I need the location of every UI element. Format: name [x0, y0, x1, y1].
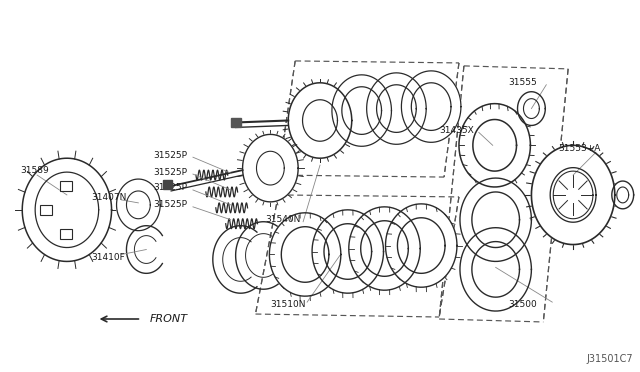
Polygon shape	[518, 92, 545, 125]
FancyBboxPatch shape	[60, 181, 72, 191]
Polygon shape	[531, 145, 615, 244]
Polygon shape	[116, 179, 160, 231]
Bar	[40, 205, 52, 215]
Bar	[230, 118, 241, 128]
Polygon shape	[312, 210, 383, 293]
Polygon shape	[367, 73, 426, 144]
Polygon shape	[460, 178, 531, 262]
Polygon shape	[342, 87, 381, 134]
Polygon shape	[22, 158, 111, 262]
Text: 31525P: 31525P	[153, 201, 188, 209]
Polygon shape	[361, 221, 408, 276]
Text: J31501C7: J31501C7	[586, 354, 633, 364]
Polygon shape	[349, 207, 420, 290]
Text: 31555: 31555	[509, 78, 538, 87]
Polygon shape	[460, 228, 531, 311]
Polygon shape	[397, 218, 445, 273]
Polygon shape	[412, 83, 451, 131]
Polygon shape	[472, 192, 520, 247]
Polygon shape	[472, 241, 520, 297]
Text: 31540N: 31540N	[266, 215, 301, 224]
Text: 31435X: 31435X	[439, 126, 474, 135]
Polygon shape	[401, 71, 461, 142]
Bar	[60, 229, 72, 238]
Text: 31553+A: 31553+A	[558, 144, 600, 153]
Bar	[60, 181, 72, 191]
Polygon shape	[385, 204, 457, 287]
Text: 31525P: 31525P	[153, 168, 188, 177]
Polygon shape	[459, 104, 531, 187]
Polygon shape	[269, 213, 341, 296]
Text: 31410F: 31410F	[92, 253, 125, 262]
Polygon shape	[288, 83, 352, 158]
Polygon shape	[332, 75, 392, 146]
Bar	[163, 180, 172, 189]
Polygon shape	[243, 134, 298, 202]
Polygon shape	[376, 85, 416, 132]
Polygon shape	[324, 224, 372, 279]
Text: 31500: 31500	[509, 299, 538, 309]
Text: 31407N: 31407N	[92, 193, 127, 202]
Text: 31510N: 31510N	[270, 299, 306, 309]
FancyBboxPatch shape	[60, 229, 72, 238]
FancyBboxPatch shape	[40, 205, 52, 215]
Text: 31589: 31589	[20, 166, 49, 174]
Text: 31525P: 31525P	[153, 151, 188, 160]
Text: FRONT: FRONT	[149, 314, 188, 324]
Polygon shape	[473, 119, 516, 171]
Text: 31525P: 31525P	[153, 183, 188, 192]
Polygon shape	[612, 181, 634, 209]
Polygon shape	[282, 227, 329, 282]
